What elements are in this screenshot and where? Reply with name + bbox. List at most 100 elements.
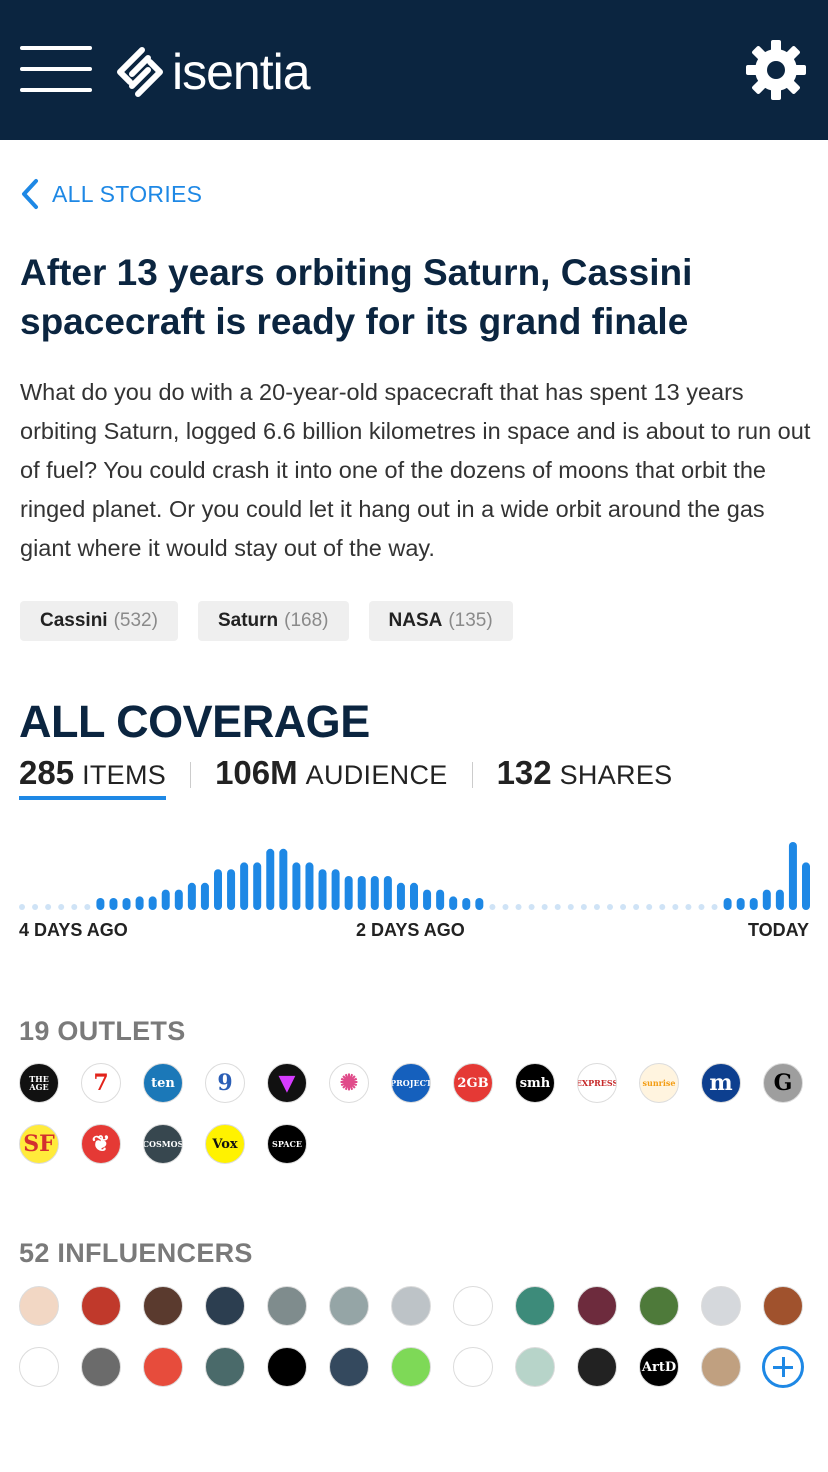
influencer-avatar[interactable]	[577, 1286, 617, 1326]
influencer-avatar[interactable]	[81, 1347, 121, 1387]
influencer-avatar[interactable]	[81, 1286, 121, 1326]
influencer-avatar[interactable]	[515, 1286, 555, 1326]
chart-empty-dot	[646, 904, 653, 910]
influencer-avatar[interactable]	[391, 1286, 431, 1326]
outlet-logo-text: SPACE	[272, 1139, 302, 1149]
influencer-avatar[interactable]	[639, 1286, 679, 1326]
brand-logo[interactable]: isentia	[112, 42, 311, 102]
tag-name: NASA	[388, 610, 443, 631]
chart-bar	[370, 876, 379, 910]
plus-icon[interactable]	[762, 1346, 804, 1388]
outlet-avatar[interactable]: sunrise	[639, 1063, 679, 1103]
outlets-title: 19 OUTLETS	[19, 1016, 186, 1046]
tag-chip[interactable]: Cassini (532)	[20, 601, 178, 641]
influencer-avatar[interactable]	[391, 1347, 431, 1387]
outlet-avatar[interactable]: m	[701, 1063, 741, 1103]
brand-name: isentia	[172, 44, 311, 100]
chart-bar	[279, 848, 288, 910]
outlet-avatar[interactable]: ▼	[267, 1063, 307, 1103]
chart-bar	[775, 889, 784, 910]
influencer-avatar[interactable]	[763, 1286, 803, 1326]
app-header: isentia	[0, 0, 828, 140]
influencer-avatar[interactable]	[329, 1286, 369, 1326]
chart-empty-dot	[32, 904, 39, 910]
tag-name: Cassini	[40, 610, 108, 631]
chart-bar	[187, 882, 196, 910]
outlet-avatar[interactable]: EXPRESS	[577, 1063, 617, 1103]
influencer-avatar[interactable]	[143, 1347, 183, 1387]
outlet-avatar[interactable]: smh	[515, 1063, 555, 1103]
influencer-avatar[interactable]	[267, 1347, 307, 1387]
outlet-avatar[interactable]: THE AGE	[19, 1063, 59, 1103]
outlet-avatar[interactable]: G	[763, 1063, 803, 1103]
x-label-end: TODAY	[747, 920, 809, 940]
influencer-avatar[interactable]: ArtD	[639, 1347, 679, 1387]
chart-bar	[305, 862, 314, 910]
coverage-stats: 285 ITEMS 106M AUDIENCE 132 SHARES	[19, 754, 672, 800]
stat-shares-tab[interactable]: 132 SHARES	[497, 754, 673, 798]
influencer-avatar[interactable]	[515, 1347, 555, 1387]
influencer-avatar[interactable]	[453, 1286, 493, 1326]
outlet-avatar[interactable]: ten	[143, 1063, 183, 1103]
chart-empty-dot	[71, 904, 78, 910]
influencer-avatar[interactable]	[205, 1286, 245, 1326]
chart-empty-dot	[593, 904, 600, 910]
chart-bar	[423, 889, 432, 910]
influencer-avatar[interactable]	[701, 1286, 741, 1326]
stat-label: ITEMS	[82, 760, 167, 790]
chart-empty-dot	[620, 904, 627, 910]
tag-chip[interactable]: NASA (135)	[368, 601, 513, 641]
influencer-avatar[interactable]	[577, 1347, 617, 1387]
chart-bar	[762, 889, 771, 910]
stat-label: AUDIENCE	[305, 760, 448, 790]
stat-items-tab[interactable]: 285 ITEMS	[19, 754, 167, 800]
influencer-logo-text: ArtD	[641, 1359, 677, 1375]
x-label-start: 4 DAYS AGO	[19, 920, 128, 940]
chart-empty-dot	[659, 904, 666, 910]
chart-bar	[174, 889, 183, 910]
outlet-avatar[interactable]: ❦	[81, 1124, 121, 1164]
outlet-avatar[interactable]: 7	[81, 1063, 121, 1103]
outlet-logo-text: ✺	[339, 1070, 359, 1096]
influencer-avatar[interactable]	[267, 1286, 307, 1326]
influencer-avatar[interactable]	[453, 1347, 493, 1387]
outlet-avatar[interactable]: SF	[19, 1124, 59, 1164]
chart-bar	[96, 898, 105, 910]
outlet-avatar[interactable]: Vox	[205, 1124, 245, 1164]
outlet-avatar[interactable]: PROJECT	[391, 1063, 431, 1103]
chevron-left-icon	[22, 179, 38, 209]
influencer-avatar[interactable]	[205, 1347, 245, 1387]
chart-bar	[109, 898, 118, 910]
chart-bar	[436, 889, 445, 910]
coverage-title: ALL COVERAGE	[19, 696, 370, 747]
chart-bar	[135, 896, 144, 910]
stat-value: 285	[19, 754, 75, 791]
back-link[interactable]: ALL STORIES	[20, 178, 202, 210]
outlet-logo-text: ten	[151, 1075, 175, 1091]
influencer-avatar[interactable]	[143, 1286, 183, 1326]
outlet-avatar[interactable]: SPACE	[267, 1124, 307, 1164]
influencer-avatar[interactable]	[19, 1286, 59, 1326]
outlet-logo-text: G	[773, 1070, 793, 1096]
chart-bar	[200, 882, 209, 910]
chart-bar	[253, 862, 262, 910]
story-summary: What do you do with a 20-year-old spacec…	[20, 379, 811, 561]
chart-bar	[357, 876, 366, 910]
outlet-avatar[interactable]: COSMOS	[143, 1124, 183, 1164]
outlet-avatar[interactable]: ✺	[329, 1063, 369, 1103]
chart-empty-dot	[541, 904, 548, 910]
chart-bar	[410, 882, 418, 910]
hamburger-icon[interactable]	[20, 46, 92, 92]
influencer-avatar[interactable]	[19, 1347, 59, 1387]
coverage-timeline-chart[interactable]	[0, 830, 828, 914]
influencer-avatar[interactable]	[329, 1347, 369, 1387]
influencer-avatar[interactable]	[701, 1347, 741, 1387]
chart-empty-dot	[633, 904, 640, 910]
outlet-avatar[interactable]: 9	[205, 1063, 245, 1103]
stat-audience-tab[interactable]: 106M AUDIENCE	[215, 754, 447, 798]
outlet-logo-text: ❦	[91, 1131, 111, 1157]
gear-icon[interactable]	[744, 38, 808, 102]
chart-bar	[122, 898, 131, 910]
outlet-avatar[interactable]: 2GB	[453, 1063, 493, 1103]
tag-chip[interactable]: Saturn (168)	[197, 601, 349, 641]
